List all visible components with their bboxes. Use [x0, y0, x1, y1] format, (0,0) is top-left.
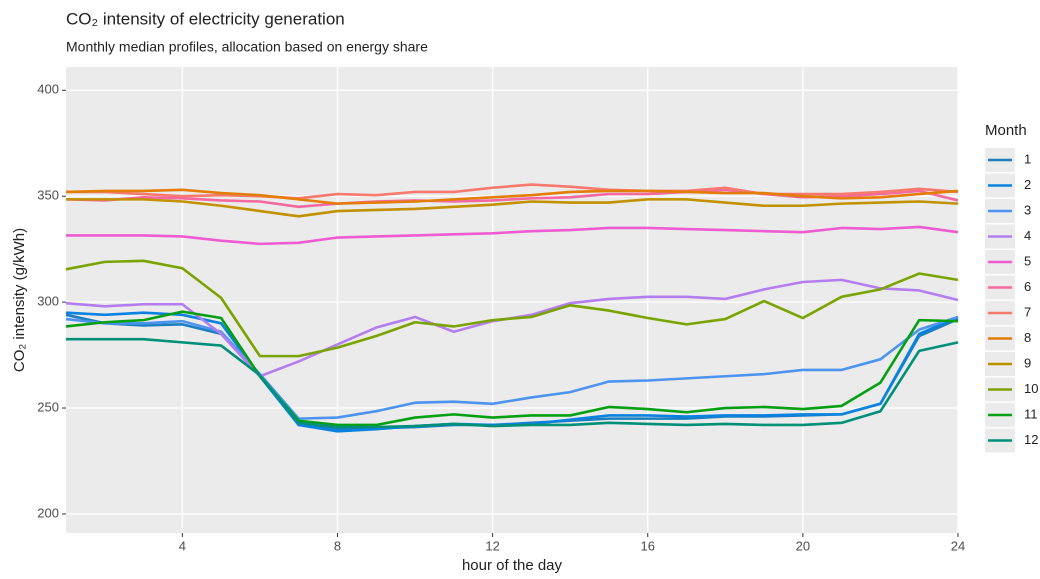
y-axis-label: CO₂ intensity (g/kWh) — [11, 228, 28, 372]
y-tick-label: 300 — [37, 294, 59, 309]
y-tick-label: 200 — [37, 505, 59, 520]
legend-label: 7 — [1024, 304, 1031, 319]
legend-label: 1 — [1024, 151, 1031, 166]
legend-label: 11 — [1024, 406, 1038, 421]
chart-subtitle: Monthly median profiles, allocation base… — [66, 39, 428, 55]
legend-label: 6 — [1024, 279, 1031, 294]
x-tick-label: 12 — [485, 538, 499, 553]
legend-label: 8 — [1024, 330, 1031, 345]
series-line — [66, 198, 959, 218]
series-line — [65, 259, 959, 358]
legend-title: Month — [985, 122, 1027, 139]
series-line — [65, 310, 959, 427]
x-tick-label: 16 — [641, 538, 655, 553]
x-tick-label: 8 — [334, 538, 341, 553]
x-axis-label: hour of the day — [462, 557, 563, 574]
plot-panel — [66, 67, 958, 533]
legend-label: 3 — [1024, 202, 1031, 217]
x-tick-label: 20 — [796, 538, 810, 553]
legend-label: 12 — [1024, 432, 1038, 447]
legend-label: 10 — [1024, 381, 1038, 396]
x-tick-label: 4 — [179, 538, 186, 553]
legend-label: 2 — [1024, 177, 1031, 192]
series-line — [66, 225, 959, 246]
series-line — [65, 188, 959, 205]
y-tick-label: 250 — [37, 399, 59, 414]
series-line — [66, 183, 959, 200]
y-tick-label: 400 — [37, 82, 59, 97]
series-line — [66, 337, 959, 429]
legend-label: 9 — [1024, 355, 1031, 370]
chart-title: CO₂ intensity of electricity generation — [66, 9, 345, 28]
y-tick-label: 350 — [37, 188, 59, 203]
legend-label: 4 — [1024, 228, 1031, 243]
x-tick-label: 24 — [951, 538, 965, 553]
legend-label: 5 — [1024, 253, 1031, 268]
